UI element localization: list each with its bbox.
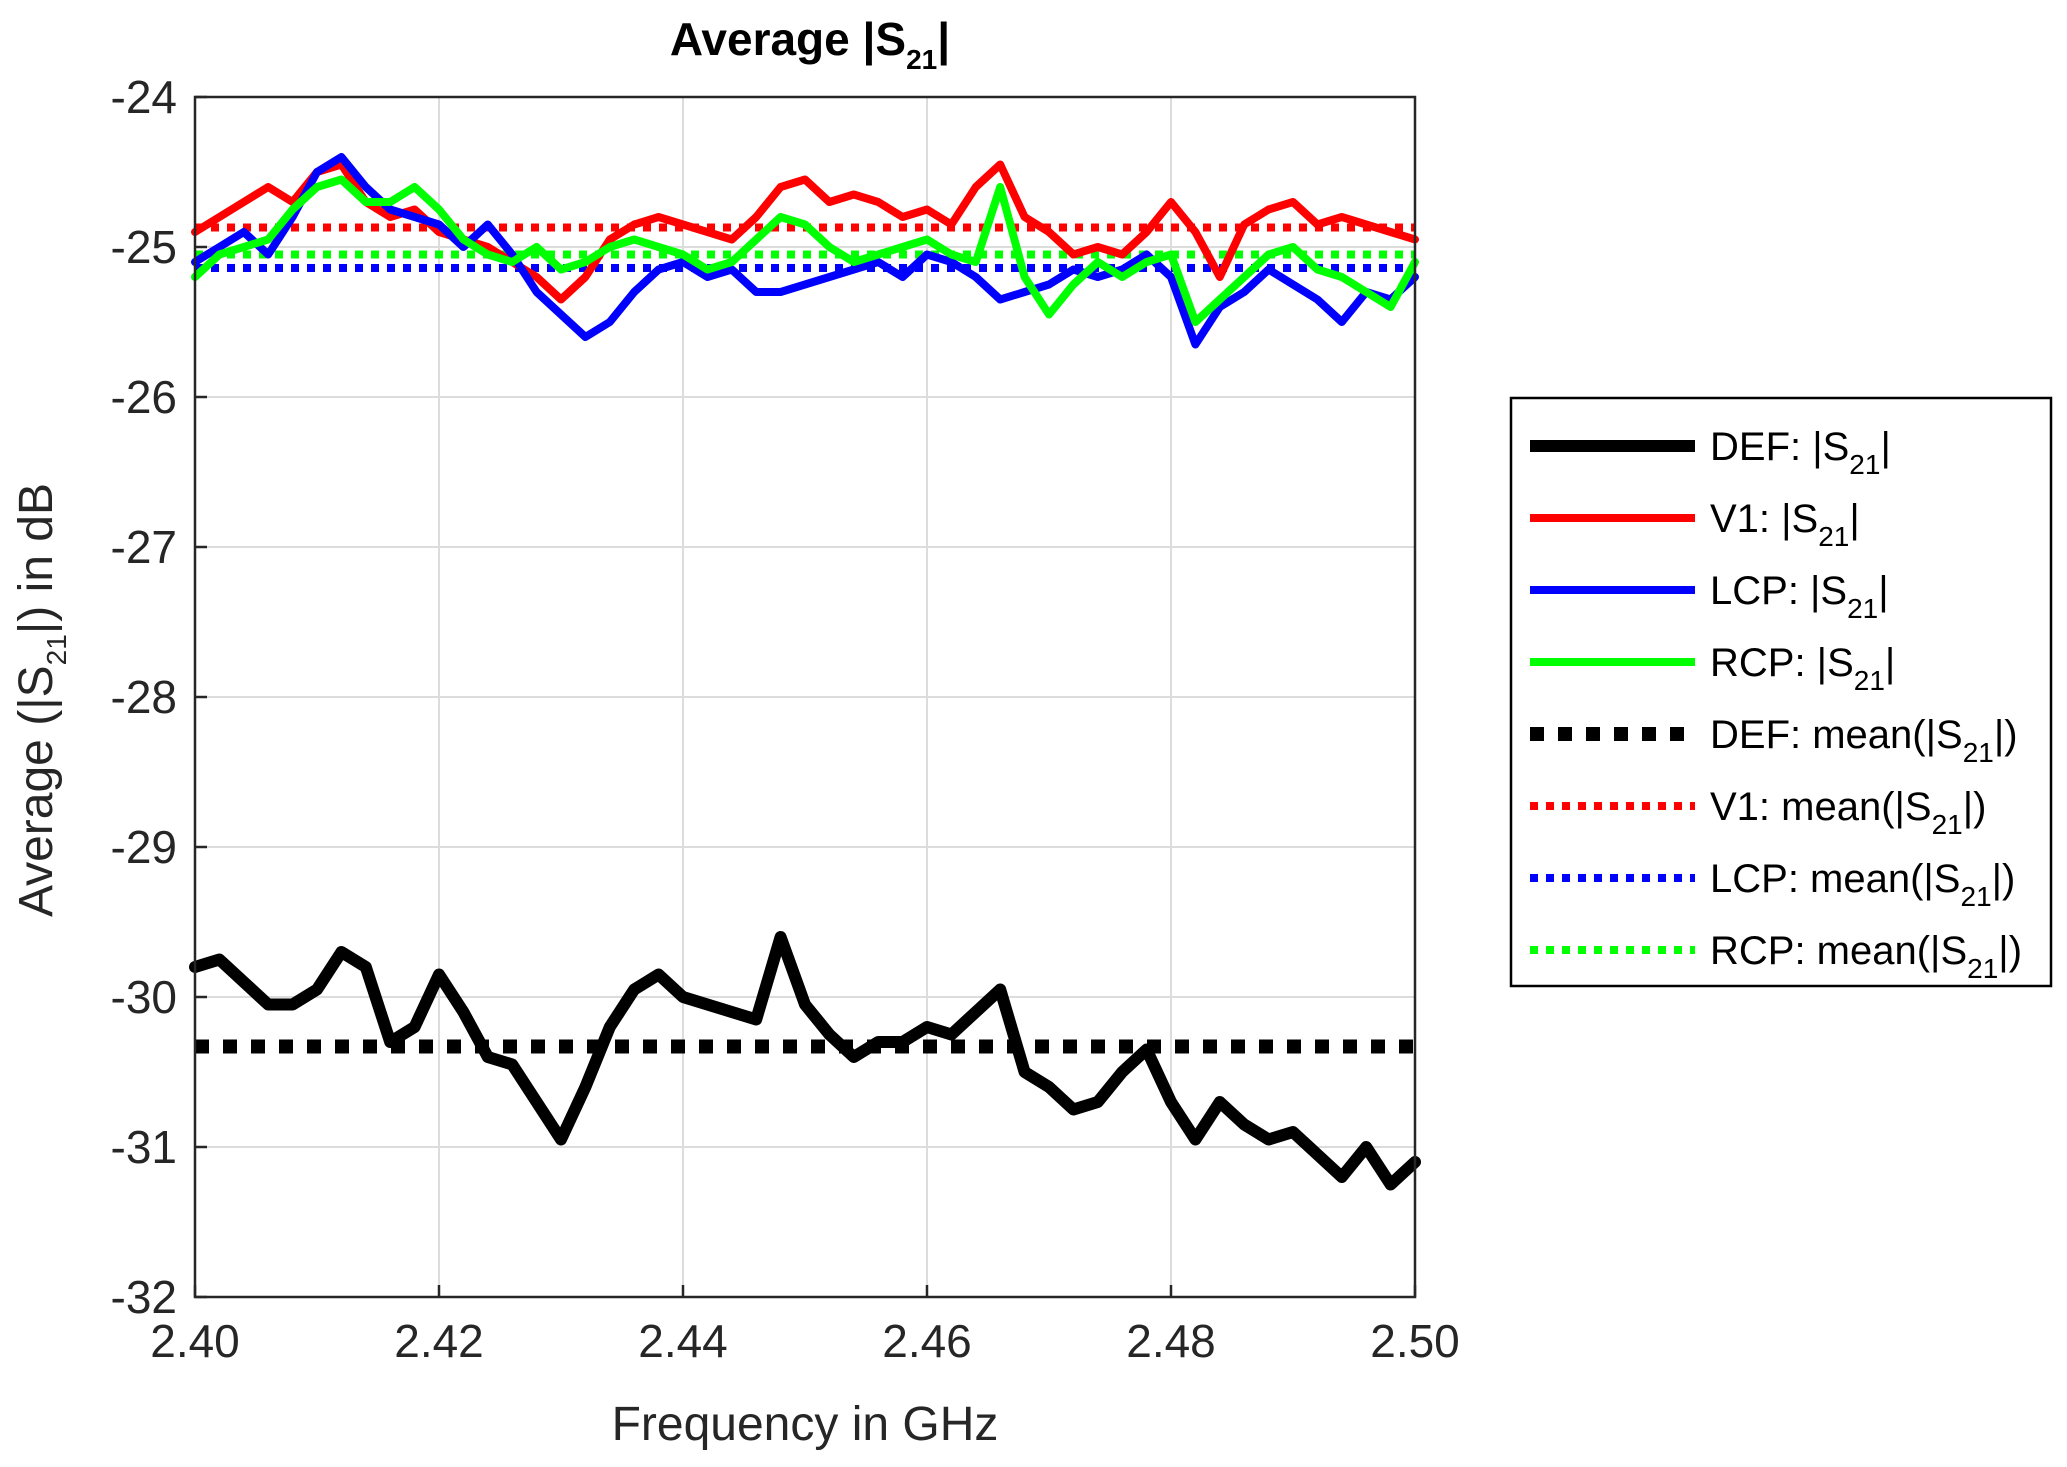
y-tick-label: -28	[111, 671, 177, 723]
y-tick-label: -27	[111, 521, 177, 573]
chart-title: Average |S21|	[670, 13, 950, 75]
legend-label-lcp-mean: LCP: mean(|S21|)	[1710, 857, 2015, 912]
legend-entries: DEF: |S21| V1: |S21| LCP: |S21| RCP: |S21| D…	[1530, 425, 2022, 984]
x-tick-label: 2.50	[1370, 1315, 1460, 1367]
legend-box	[1509, 396, 2053, 988]
legend-label-lcp: LCP: |S21|	[1710, 569, 1889, 624]
legend-label-v1: V1: |S21|	[1710, 497, 1860, 552]
legend-label-rcp-mean: RCP: mean(|S21|)	[1710, 929, 2022, 984]
x-tick-label: 2.44	[638, 1315, 728, 1367]
y-tick-label: -32	[111, 1271, 177, 1323]
lcp-curve	[191, 153, 1419, 349]
x-tick-label: 2.48	[1126, 1315, 1216, 1367]
legend-label-rcp: RCP: |S21|	[1710, 641, 1895, 696]
y-tick-label: -31	[111, 1121, 177, 1173]
y-tick-label: -30	[111, 971, 177, 1023]
legend-label-def-mean: DEF: mean(|S21|)	[1710, 713, 2018, 768]
legend-label-def: DEF: |S21|	[1710, 425, 1891, 480]
series-layer	[189, 153, 1421, 1191]
y-axis-title: Average (|S21|) in dB	[10, 483, 72, 917]
y-tick-label: -25	[111, 221, 177, 273]
def-curve	[189, 931, 1421, 1191]
legend: DEF: |S21| V1: |S21| LCP: |S21| RCP: |S21| D…	[1509, 396, 2053, 988]
x-tick-label: 2.42	[394, 1315, 484, 1367]
x-tick-label: 2.46	[882, 1315, 972, 1367]
y-tick-label: -24	[111, 71, 177, 123]
legend-label-v1-mean: V1: mean(|S21|)	[1710, 785, 1986, 840]
rcp-curve	[191, 175, 1419, 326]
axis-ticks: 2.40 2.42 2.44 2.46 2.48 2.50 -24 -25 -26 -27 -28 -…	[111, 71, 1460, 1367]
x-tick-label: 2.40	[150, 1315, 240, 1367]
y-tick-label: -29	[111, 821, 177, 873]
x-axis-title: Frequency in GHz	[612, 1398, 999, 1451]
y-tick-label: -26	[111, 371, 177, 423]
